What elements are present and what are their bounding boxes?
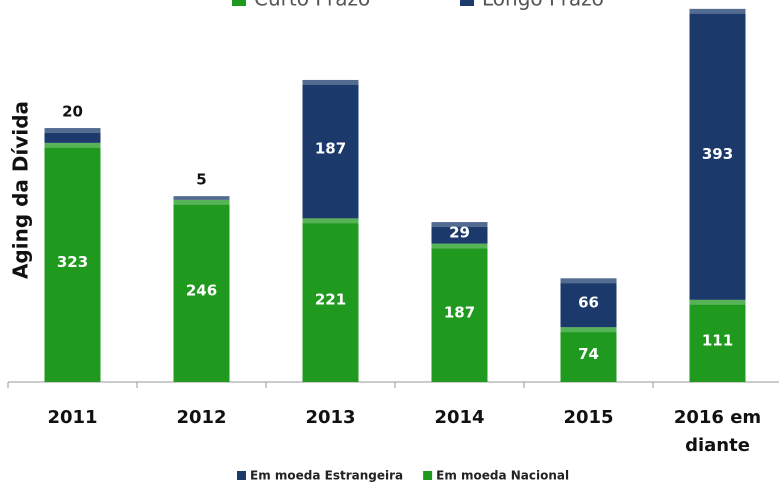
bar-highlight (431, 243, 488, 249)
data-label: 20 (62, 103, 83, 121)
bar-segment (173, 196, 230, 200)
data-label: 66 (578, 293, 599, 311)
bar-segment (302, 79, 359, 219)
legend-label: Longo Prazo (482, 0, 604, 11)
x-tick-label: 2014 (434, 407, 485, 428)
bar-highlight (173, 196, 230, 200)
data-label: 393 (702, 145, 733, 163)
bar-highlight (302, 79, 359, 85)
bar-segment (689, 299, 746, 382)
data-label: 187 (444, 303, 475, 321)
bar-segment (44, 128, 101, 143)
data-label: 111 (702, 331, 733, 349)
bar-highlight (689, 8, 746, 14)
bar-highlight (44, 128, 101, 134)
x-tick-label: 2011 (47, 407, 98, 428)
data-label: 246 (186, 281, 217, 299)
data-label: 187 (315, 140, 346, 158)
bar-highlight (560, 278, 617, 284)
bar-segment (560, 327, 617, 382)
legend-swatch (423, 471, 433, 480)
bar-segment (431, 222, 488, 244)
legend-swatch (237, 471, 246, 480)
x-tick-label: 2016 em diante (673, 407, 762, 456)
data-label: 74 (578, 345, 599, 363)
bar-segment (302, 218, 359, 382)
data-label: 323 (57, 253, 88, 271)
bar-highlight (560, 327, 617, 333)
bar-segment (173, 199, 230, 382)
bar-highlight (173, 199, 230, 205)
bar-highlight (302, 218, 359, 224)
legend-label: Em moeda Estrangeira (250, 469, 403, 483)
bar-highlight (431, 222, 488, 228)
x-tick-label: 2012 (176, 407, 227, 428)
data-label: 29 (449, 223, 470, 241)
x-tick-label: 2015 (563, 407, 614, 428)
bar-highlight (689, 299, 746, 305)
bar-segment (44, 142, 101, 382)
legend-label: Curto Prazo (254, 0, 370, 11)
legend-label: Em moeda Nacional (436, 469, 569, 483)
bar-highlight (44, 142, 101, 148)
legend-swatch (460, 0, 474, 6)
legend-swatch (232, 0, 246, 6)
y-axis-label: Aging da Dívida (9, 101, 33, 279)
bar-segment (560, 278, 617, 328)
x-tick-label: 2013 (305, 407, 356, 428)
bar-segment (689, 8, 746, 300)
data-label: 5 (196, 171, 206, 189)
data-label: 221 (315, 291, 346, 309)
bar-segment (431, 243, 488, 382)
